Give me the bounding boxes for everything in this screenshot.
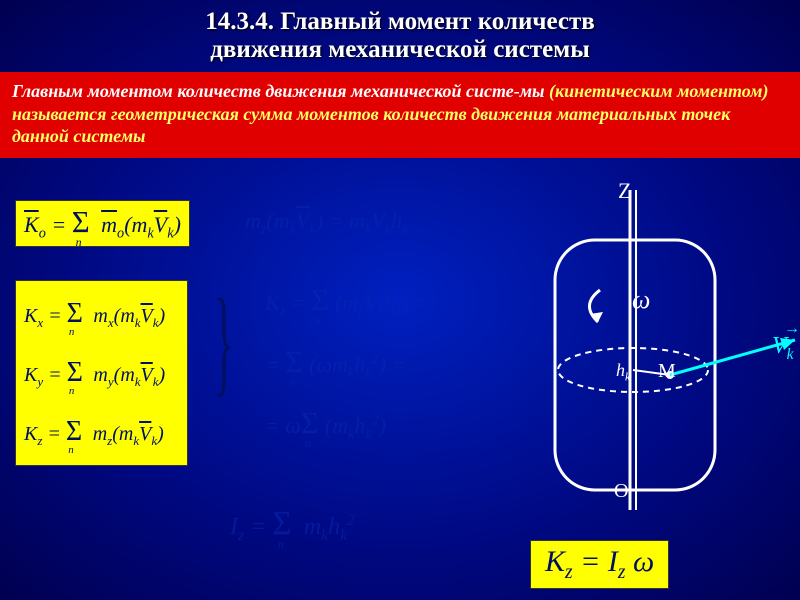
formula-kxyz-block: Kx = Σn mx(mkVk) Ky = Σn my(mkVk) Kz = Σ… [15, 280, 188, 466]
definition-box: Главным моментом количеств движения меха… [0, 72, 800, 158]
m-label: M [658, 360, 676, 383]
z-axis-label: Z [618, 178, 631, 204]
formula-dim-mz: mz(mkVk) = mkVkhk [245, 208, 408, 238]
formula-dim-kz-chain: Kz = Σn(mkVkhk) = = Σn(ωmkhk2) = = ωΣn(m… [265, 270, 429, 455]
omega-label: ω [632, 285, 650, 315]
definition-term: Главным моментом количеств движения меха… [12, 81, 545, 101]
formula-dim-iz: Iz = Σn mkhk2 [230, 505, 355, 545]
formula-result: Kz = Iz ω [530, 540, 669, 589]
right-brace-icon: } [214, 281, 234, 401]
title-line-1: 14.3.4. Главный момент количеств [205, 8, 595, 35]
rotation-diagram [480, 180, 800, 530]
hk-label: hk [616, 360, 630, 384]
formula-main-ko: Ko = Σn mo(mkVk) [15, 200, 190, 247]
slide-title: 14.3.4. Главный момент количеств движени… [0, 0, 800, 72]
arrow-tip-icon: → [784, 320, 800, 338]
title-line-2: движения механической системы [210, 36, 589, 63]
o-label: O [614, 480, 628, 503]
